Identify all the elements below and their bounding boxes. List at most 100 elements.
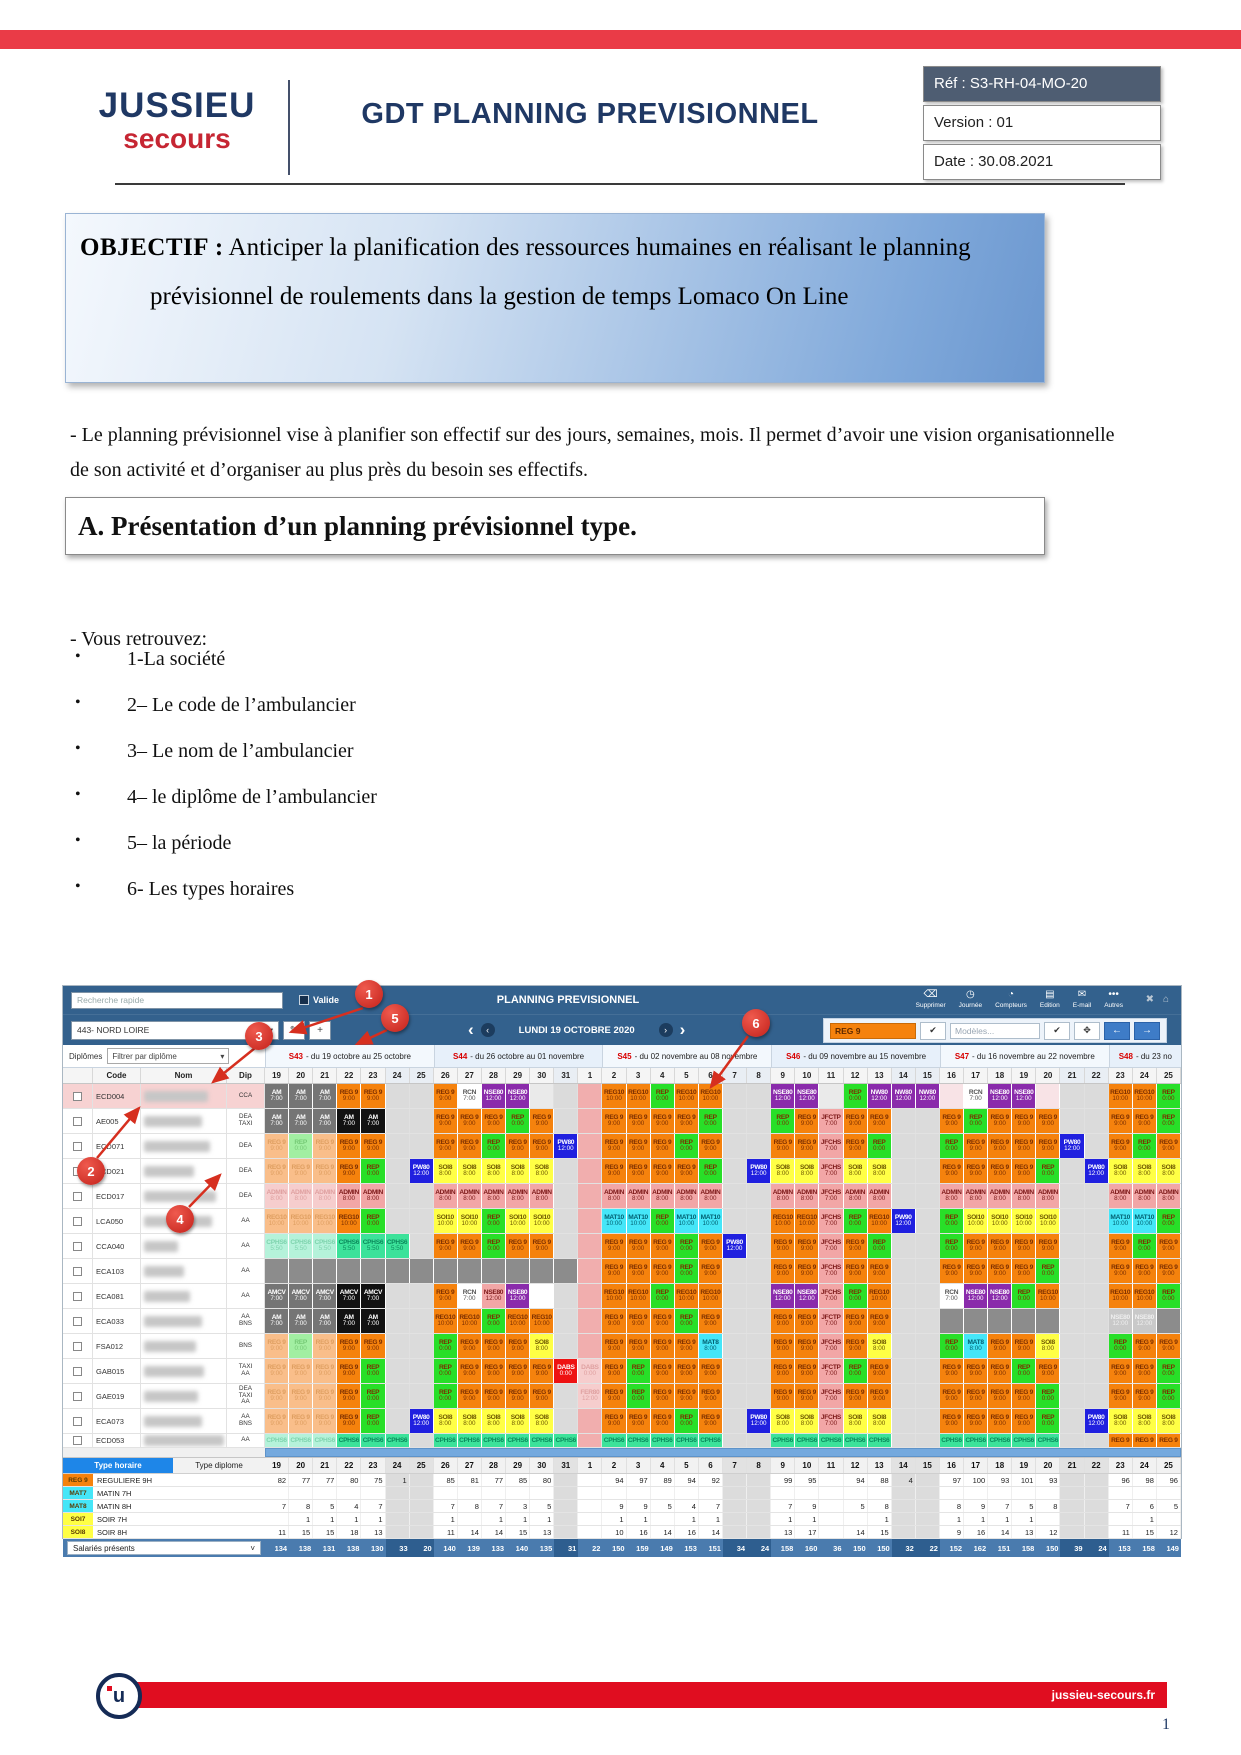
row-checkbox[interactable] bbox=[73, 1416, 82, 1426]
shift-cell[interactable]: PW80 12:00 bbox=[747, 1159, 772, 1183]
shift-cell[interactable]: REG 9 9:00 bbox=[867, 1384, 892, 1408]
shift-cell[interactable]: NSE80 12:00 bbox=[771, 1084, 796, 1108]
shift-cell[interactable]: REP 0:00 bbox=[843, 1359, 868, 1383]
shift-cell[interactable]: REG10 10:00 bbox=[457, 1309, 482, 1333]
shift-cell[interactable]: REG 9 9:00 bbox=[313, 1384, 338, 1408]
shift-cell[interactable]: SOI10 10:00 bbox=[1036, 1209, 1061, 1233]
shift-cell[interactable]: REG 9 9:00 bbox=[602, 1134, 627, 1158]
shift-cell[interactable]: REP 0:00 bbox=[1132, 1134, 1157, 1158]
shift-cell[interactable]: NSE80 12:00 bbox=[988, 1284, 1013, 1308]
shift-cell[interactable]: JFCTP 7:00 bbox=[819, 1109, 844, 1133]
toolbar-supprimer[interactable]: ⌫ Supprimer bbox=[916, 989, 946, 1009]
shift-cell[interactable]: REP 0:00 bbox=[674, 1259, 699, 1283]
shift-cell[interactable]: REG 9 9:00 bbox=[698, 1234, 723, 1258]
shift-cell[interactable]: PW90 12:00 bbox=[891, 1209, 916, 1233]
shift-cell[interactable]: REG 9 9:00 bbox=[1108, 1234, 1133, 1258]
shift-cell[interactable]: REG 9 9:00 bbox=[1012, 1409, 1037, 1433]
empty-cell[interactable] bbox=[1060, 1359, 1085, 1383]
shift-cell[interactable]: SOI8 8:00 bbox=[843, 1409, 868, 1433]
empty-cell[interactable] bbox=[313, 1259, 338, 1283]
empty-cell[interactable] bbox=[554, 1309, 579, 1333]
shift-cell[interactable]: REG 9 9:00 bbox=[265, 1134, 290, 1158]
empty-cell[interactable] bbox=[409, 1334, 434, 1358]
shift-cell[interactable]: SOI8 8:00 bbox=[1156, 1159, 1181, 1183]
shift-cell[interactable]: REG 9 9:00 bbox=[939, 1359, 965, 1383]
empty-cell[interactable] bbox=[265, 1259, 290, 1283]
shift-cell[interactable]: SOI10 10:00 bbox=[433, 1209, 458, 1233]
shift-cell[interactable]: JFCHS 7:00 bbox=[819, 1259, 844, 1283]
shift-cell[interactable]: REG 9 9:00 bbox=[843, 1134, 868, 1158]
empty-cell[interactable] bbox=[722, 1109, 748, 1133]
shift-cell[interactable]: REG 9 9:00 bbox=[626, 1159, 651, 1183]
empty-cell[interactable] bbox=[1012, 1309, 1037, 1333]
shift-cell[interactable]: AM 7:00 bbox=[313, 1084, 338, 1108]
shift-cell[interactable]: REG10 10:00 bbox=[530, 1309, 555, 1333]
shift-cell[interactable]: SOI8 8:00 bbox=[530, 1159, 555, 1183]
shift-cell[interactable]: PW80 12:00 bbox=[409, 1409, 434, 1433]
shift-cell[interactable]: REG 9 9:00 bbox=[843, 1309, 868, 1333]
empty-cell[interactable] bbox=[722, 1134, 748, 1158]
shift-cell[interactable]: ADMIN 8:00 bbox=[867, 1184, 892, 1208]
empty-cell[interactable] bbox=[915, 1209, 940, 1233]
empty-cell[interactable] bbox=[1060, 1209, 1085, 1233]
shift-cell[interactable]: CPHS6 bbox=[698, 1434, 723, 1447]
empty-cell[interactable] bbox=[385, 1184, 410, 1208]
shift-cell[interactable]: REG 9 9:00 bbox=[1012, 1159, 1037, 1183]
empty-cell[interactable] bbox=[891, 1409, 916, 1433]
shift-cell[interactable]: NSE80 12:00 bbox=[771, 1284, 796, 1308]
shift-cell[interactable]: REG 9 9:00 bbox=[337, 1359, 362, 1383]
shift-cell[interactable]: REG 9 bbox=[1108, 1434, 1133, 1447]
shift-cell[interactable]: NSE80 12:00 bbox=[795, 1284, 820, 1308]
row-checkbox[interactable] bbox=[73, 1116, 82, 1126]
shift-cell[interactable]: REP 0:00 bbox=[1036, 1159, 1061, 1183]
shift-cell[interactable]: SOI8 8:00 bbox=[771, 1409, 796, 1433]
shift-cell[interactable]: REG10 10:00 bbox=[602, 1284, 627, 1308]
empty-cell[interactable] bbox=[385, 1109, 410, 1133]
shift-cell[interactable]: JFCHS 7:00 bbox=[819, 1184, 844, 1208]
shift-cell[interactable]: ADMIN 8:00 bbox=[530, 1184, 555, 1208]
shift-cell[interactable]: REG10 10:00 bbox=[674, 1084, 699, 1108]
shift-cell[interactable]: REG10 10:00 bbox=[1036, 1284, 1061, 1308]
row-checkbox[interactable] bbox=[73, 1141, 82, 1151]
shift-cell[interactable]: CPHS6 bbox=[795, 1434, 820, 1447]
shift-cell[interactable]: REG 9 9:00 bbox=[650, 1234, 675, 1258]
shift-cell[interactable]: AMCV 7:00 bbox=[313, 1284, 338, 1308]
shift-cell[interactable]: REG 9 9:00 bbox=[602, 1409, 627, 1433]
empty-cell[interactable] bbox=[722, 1159, 748, 1183]
empty-cell[interactable] bbox=[409, 1284, 434, 1308]
empty-cell[interactable] bbox=[747, 1384, 772, 1408]
row-checkbox[interactable] bbox=[73, 1341, 82, 1351]
empty-cell[interactable] bbox=[409, 1234, 434, 1258]
shift-cell[interactable]: REP 0:00 bbox=[939, 1134, 965, 1158]
shift-cell[interactable]: REG 9 9:00 bbox=[337, 1334, 362, 1358]
shift-cell[interactable]: PW80 12:00 bbox=[554, 1134, 579, 1158]
shift-cell[interactable]: ADMIN 8:00 bbox=[602, 1184, 627, 1208]
row-checkbox[interactable] bbox=[73, 1091, 82, 1101]
shift-cell[interactable]: REG 9 9:00 bbox=[265, 1159, 290, 1183]
valide-checkbox[interactable]: Valide bbox=[299, 995, 339, 1005]
shift-cell[interactable]: REG 9 9:00 bbox=[457, 1134, 482, 1158]
empty-cell[interactable] bbox=[1084, 1134, 1109, 1158]
empty-cell[interactable] bbox=[385, 1409, 410, 1433]
empty-cell[interactable] bbox=[385, 1259, 410, 1283]
row-checkbox[interactable] bbox=[73, 1191, 82, 1201]
shift-cell[interactable]: REP 0:00 bbox=[843, 1209, 868, 1233]
shift-cell[interactable]: ADMIN 8:00 bbox=[313, 1184, 338, 1208]
shift-cell[interactable]: REG10 10:00 bbox=[698, 1084, 723, 1108]
shift-cell[interactable]: REG 9 9:00 bbox=[626, 1409, 651, 1433]
empty-cell[interactable] bbox=[939, 1084, 965, 1108]
empty-cell[interactable] bbox=[747, 1284, 772, 1308]
shift-cell[interactable]: REG 9 9:00 bbox=[289, 1359, 314, 1383]
shift-cell[interactable]: SOI8 8:00 bbox=[457, 1409, 482, 1433]
shift-cell[interactable]: NSE80 12:00 bbox=[964, 1284, 989, 1308]
shift-cell[interactable]: SOI10 10:00 bbox=[964, 1209, 989, 1233]
shift-cell[interactable]: REP 0:00 bbox=[361, 1359, 386, 1383]
empty-cell[interactable] bbox=[747, 1084, 772, 1108]
shift-cell[interactable]: SOI8 8:00 bbox=[867, 1409, 892, 1433]
shift-cell[interactable]: REG 9 9:00 bbox=[1156, 1259, 1181, 1283]
home-icon[interactable]: ⌂ bbox=[1162, 994, 1169, 1005]
shift-cell[interactable]: REG10 10:00 bbox=[867, 1209, 892, 1233]
week-header-S47[interactable]: S47- du 16 novembre au 22 novembre bbox=[939, 1045, 1109, 1067]
shift-cell[interactable]: CPHS6 bbox=[385, 1434, 410, 1447]
shift-cell[interactable]: REG 9 9:00 bbox=[964, 1409, 989, 1433]
